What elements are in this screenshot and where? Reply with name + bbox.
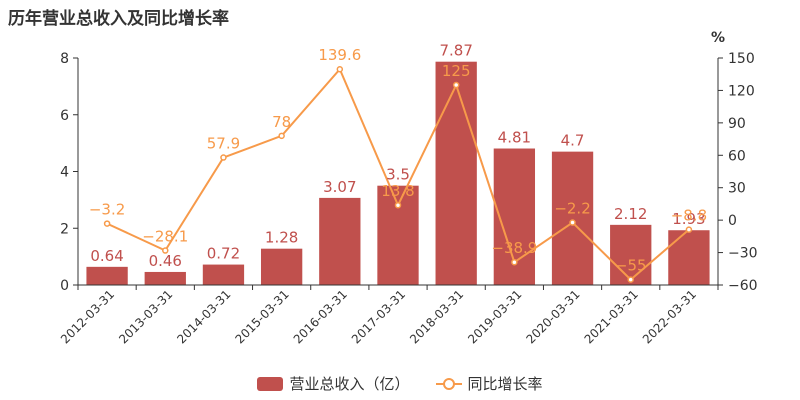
x-tick-label: 2021-03-31: [582, 287, 641, 346]
bar-value-label: 4.7: [561, 132, 585, 150]
y-right-tick-label: 0: [728, 213, 737, 229]
growth-point-2014-03-31[interactable]: [220, 154, 227, 161]
bar-2020-03-31[interactable]: [551, 151, 594, 285]
growth-value-label: −8.8: [671, 207, 707, 225]
x-tick-label: 2020-03-31: [523, 287, 582, 346]
x-tick-label: 2019-03-31: [465, 287, 524, 346]
legend-item-revenue[interactable]: 营业总收入（亿）: [257, 373, 410, 394]
growth-value-label: 78: [272, 113, 291, 131]
y-left-tick-label: 2: [60, 221, 69, 237]
bar-2012-03-31[interactable]: [86, 266, 128, 285]
legend-item-growth[interactable]: 同比增长率: [435, 373, 543, 394]
bar-value-label: 2.12: [614, 205, 647, 223]
growth-point-2016-03-31[interactable]: [336, 65, 344, 73]
growth-point-2017-03-31[interactable]: [394, 201, 402, 209]
line-layer: [103, 65, 693, 283]
x-tick-label: 2014-03-31: [174, 287, 233, 346]
x-tick-label: 2015-03-31: [233, 287, 292, 346]
growth-point-2021-03-31[interactable]: [627, 276, 634, 283]
growth-point-2019-03-31[interactable]: [511, 258, 518, 266]
x-tick-label: 2018-03-31: [407, 287, 466, 346]
y-left-tick-label: 0: [60, 278, 69, 294]
growth-value-label: −38.9: [491, 239, 537, 257]
y-right-tick-label: 120: [728, 83, 755, 99]
y-right-tick-label: 30: [728, 181, 746, 197]
growth-point-2022-03-31[interactable]: [685, 226, 693, 233]
x-tick-label: 2017-03-31: [349, 287, 408, 346]
growth-point-2012-03-31[interactable]: [103, 220, 111, 227]
x-tick-label: 2012-03-31: [58, 287, 117, 346]
bar-value-label: 0.46: [149, 252, 182, 270]
y-left-tick-label: 6: [60, 108, 69, 124]
bar-2018-03-31[interactable]: [435, 61, 477, 285]
growth-value-label: 57.9: [207, 135, 240, 153]
growth-point-2013-03-31[interactable]: [162, 247, 169, 254]
bar-2017-03-31[interactable]: [377, 185, 419, 285]
y-right-tick-label: 150: [728, 51, 755, 67]
bar-value-label: 4.81: [498, 129, 531, 147]
legend-bar-swatch: [257, 376, 284, 391]
growth-value-label: 139.6: [318, 46, 361, 64]
y-right-tick-label: 90: [728, 116, 746, 132]
bar-value-label: 7.87: [439, 42, 472, 60]
growth-value-label: −3.2: [89, 201, 125, 219]
chart-title: 历年营业总收入及同比增长率: [8, 9, 229, 29]
y-right-tick-label: 60: [728, 148, 746, 164]
bar-value-label: 0.64: [90, 247, 123, 265]
labels-layer: 0.64 0.46 0.72 1.28 3.07 3.5 7.87 4.81 4.7 2.12 1.…: [89, 42, 707, 275]
legend-label-revenue: 营业总收入（亿）: [289, 375, 410, 393]
bar-value-label: 0.72: [207, 245, 240, 263]
growth-value-label: 13.8: [381, 182, 414, 200]
bar-2021-03-31[interactable]: [610, 224, 652, 285]
legend: 营业总收入（亿） 同比增长率: [0, 373, 800, 394]
growth-value-label: −2.2: [554, 200, 590, 218]
growth-point-2020-03-31[interactable]: [569, 219, 576, 226]
x-tick-label: 2016-03-31: [291, 287, 350, 346]
y-right-unit-label: %: [711, 30, 725, 46]
x-tick-label: 2013-03-31: [116, 287, 175, 346]
y-left-tick-label: 4: [60, 165, 69, 181]
y-right-tick-label: −30: [728, 246, 758, 262]
growth-value-label: 125: [442, 62, 471, 80]
bar-value-label: 1.28: [265, 229, 298, 247]
legend-label-growth: 同比增长率: [467, 375, 543, 393]
bar-value-label: 3.5: [386, 166, 410, 184]
growth-value-label: −28.1: [142, 228, 188, 246]
x-tick-label: 2022-03-31: [640, 287, 699, 346]
growth-point-2015-03-31[interactable]: [278, 132, 285, 140]
y-left-tick-label: 8: [60, 51, 69, 67]
legend-line-swatch: [435, 377, 462, 391]
growth-point-2018-03-31[interactable]: [452, 81, 460, 89]
bar-2015-03-31[interactable]: [260, 248, 303, 285]
growth-value-label: −55: [615, 257, 647, 275]
bar-2014-03-31[interactable]: [202, 264, 245, 285]
bar-value-label: 1.93: [672, 210, 705, 228]
bar-value-label: 3.07: [323, 178, 356, 196]
bar-2016-03-31[interactable]: [319, 197, 361, 285]
bar-2013-03-31[interactable]: [144, 271, 186, 285]
bar-2022-03-31[interactable]: [668, 230, 710, 285]
y-right-tick-label: −60: [728, 278, 758, 294]
